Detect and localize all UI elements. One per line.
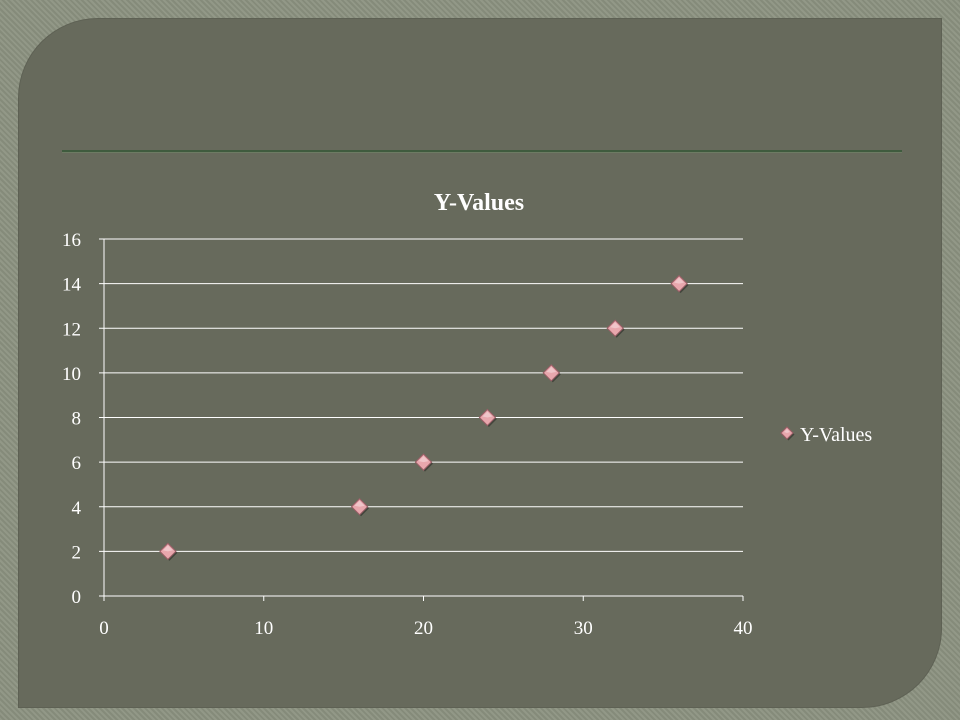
y-tick-label: 12 (62, 319, 81, 340)
y-tick-label: 14 (62, 275, 82, 296)
data-point-5 (542, 364, 561, 383)
y-tick-label: 16 (62, 230, 81, 251)
data-point-4 (478, 408, 497, 427)
y-tick-label: 4 (72, 498, 82, 519)
data-point-1 (159, 542, 178, 561)
data-point-6 (606, 319, 625, 338)
data-point-3 (414, 453, 433, 472)
x-axis-ticks: 0 10 20 30 40 (99, 596, 753, 639)
x-tick-label: 20 (414, 618, 433, 639)
y-tick-label: 0 (72, 587, 82, 608)
y-tick-label: 8 (72, 409, 82, 430)
data-point-2 (350, 498, 370, 517)
slide-panel (18, 18, 942, 708)
x-tick-label: 10 (254, 618, 273, 639)
legend-marker-icon (780, 426, 795, 441)
chart-gridlines (104, 238, 743, 552)
legend-diamond (780, 426, 795, 441)
chart-title: Y-Values (434, 190, 524, 216)
chart-legend: Y-Values (780, 424, 872, 446)
y-tick-label: 10 (62, 364, 81, 385)
y-axis-ticks: 0 2 4 6 8 10 12 14 16 (62, 230, 104, 608)
x-tick-label: 30 (574, 618, 593, 639)
y-tick-label: 2 (72, 542, 82, 563)
title-divider (62, 150, 902, 152)
x-tick-label: 0 (99, 618, 109, 639)
data-points (159, 274, 689, 561)
y-tick-label: 6 (72, 453, 82, 474)
legend-label: Y-Values (800, 424, 872, 446)
data-point-7 (670, 274, 689, 294)
x-tick-label: 40 (734, 618, 753, 639)
